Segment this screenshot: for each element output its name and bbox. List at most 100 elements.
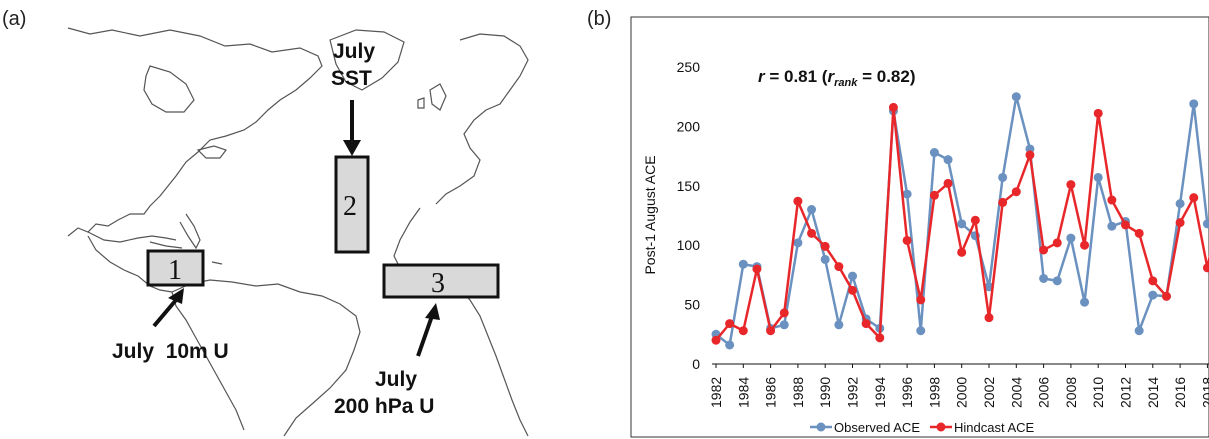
observed-ace-point: [1039, 273, 1049, 283]
y-tick-label: 0: [692, 356, 700, 372]
x-tick-label: 2014: [1145, 377, 1161, 408]
x-tick-label: 2018: [1199, 377, 1209, 408]
hindcast-ace-point: [766, 326, 776, 336]
region-box-1: [146, 249, 205, 287]
gulf-coast: [87, 231, 177, 243]
hindcast-ace-point: [1134, 228, 1144, 238]
observed-ace-point: [1011, 92, 1021, 102]
region-box-1-label: 1: [168, 255, 182, 286]
correlation-annotation: r = 0.81 (rrank = 0.82): [758, 67, 915, 89]
hindcast-ace-point: [711, 335, 721, 345]
hindcast-ace-point: [1025, 150, 1035, 160]
observed-ace-point: [779, 320, 789, 330]
x-tick-label: 1988: [790, 377, 806, 408]
correlation-r: r: [758, 67, 766, 86]
south-america-coast: [171, 279, 361, 437]
observed-ace-point: [1202, 219, 1209, 229]
europe-coast: [435, 33, 529, 205]
observed-ace-point: [1148, 290, 1158, 300]
x-tick-label: 2006: [1036, 377, 1052, 408]
hindcast-ace-point: [1161, 291, 1171, 301]
legend-observed-ace-label: Observed ACE: [834, 420, 920, 435]
hindcast-ace-point: [752, 264, 762, 274]
hindcast-ace-point: [861, 319, 871, 329]
x-tick-label: 1992: [845, 377, 861, 408]
observed-ace-point: [793, 238, 803, 248]
hindcast-ace-point: [779, 308, 789, 318]
observed-ace-point: [957, 219, 967, 229]
x-tick-label: 2016: [1172, 377, 1188, 408]
wind10-arrow-head: [168, 288, 184, 304]
hindcast-ace-point: [1093, 108, 1103, 118]
observed-ace-line: [715, 95, 1209, 347]
observed-ace-point: [1189, 99, 1199, 109]
florida-coast: [179, 213, 201, 250]
observed-ace-point: [738, 259, 748, 269]
hindcast-ace-point: [1189, 193, 1199, 203]
observed-ace-point: [1175, 199, 1185, 209]
observed-ace-point: [902, 189, 912, 199]
region-box-2: [334, 155, 370, 254]
observed-ace-point: [820, 254, 830, 264]
hindcast-ace-point: [834, 262, 844, 272]
sst-label-line1: July: [333, 40, 375, 63]
hindcast-ace-point: [1080, 240, 1090, 250]
wind200-arrow-shaft: [416, 315, 434, 357]
y-ticks: 0 50 100 150 200 250: [677, 59, 701, 372]
wind10-label: July 10m U: [112, 340, 229, 363]
hindcast-ace-point: [943, 178, 953, 188]
sst-label-line2: SST: [331, 67, 372, 90]
y-tick-label: 200: [677, 118, 701, 134]
hindcast-ace-point: [984, 313, 994, 323]
observed-ace-point: [848, 271, 857, 281]
observed-ace-point: [1052, 276, 1062, 286]
british-isles: [417, 83, 447, 111]
hindcast-ace-point: [957, 247, 967, 257]
x-tick-label: 2002: [981, 377, 997, 408]
hindcast-ace-point: [1107, 195, 1117, 205]
x-tick-label: 1982: [708, 377, 724, 408]
x-tick-label: 2010: [1090, 377, 1106, 408]
hudson-bay-coast: [143, 65, 195, 113]
observed-ace-point: [1134, 326, 1144, 336]
legend: Observed ACE Hindcast ACE: [810, 420, 1035, 435]
observed-ace-point: [834, 320, 844, 330]
hindcast-ace-point: [793, 196, 803, 206]
panel-a-label: (a): [2, 8, 27, 30]
hindcast-ace-point: [875, 333, 885, 343]
y-tick-label: 100: [677, 237, 701, 253]
arrows: [152, 100, 440, 357]
legend-hindcast-ace-marker: [936, 422, 946, 432]
y-tick-label: 50: [684, 297, 700, 313]
hindcast-ace-point: [807, 228, 817, 238]
hindcast-ace-point: [1148, 276, 1158, 286]
observed-ace-point: [725, 340, 735, 350]
hindcast-ace-point: [1202, 263, 1209, 273]
observed-ace-point: [1066, 233, 1076, 243]
observed-ace-point: [1107, 221, 1117, 231]
north-america-coast: [67, 27, 323, 237]
hindcast-ace-point: [888, 102, 898, 112]
observed-ace-point: [807, 205, 817, 215]
x-tick-label: 1986: [763, 377, 779, 408]
hindcast-ace-point: [848, 285, 857, 295]
x-tick-label: 1994: [872, 377, 888, 408]
y-tick-label: 150: [677, 178, 701, 194]
hindcast-ace-point: [970, 215, 980, 225]
great-lakes: [196, 145, 227, 159]
hindcast-ace-point: [998, 197, 1008, 207]
map-panel: 1 2 3 July SST July 10m U July 200 hPa U: [67, 27, 529, 437]
correlation-tail: = 0.82): [857, 67, 915, 86]
correlation-eq: = 0.81 (: [765, 67, 828, 86]
y-axis-title: Post-1 August ACE: [642, 155, 658, 274]
x-ticks: 1982 1984 1986 1988 1990 1992 1994 1996 1998 2000…: [708, 364, 1209, 408]
panel-b-label: (b): [587, 8, 612, 30]
observed-ace-point: [998, 172, 1008, 182]
central-america-coast: [87, 235, 173, 293]
sst-arrow-head: [343, 140, 361, 156]
wind200-label-line2: 200 hPa U: [334, 395, 434, 418]
x-tick-label: 1984: [735, 377, 751, 408]
observed-ace-point: [1093, 172, 1103, 182]
hindcast-ace-point: [1175, 218, 1185, 228]
y-tick-label: 250: [677, 59, 701, 75]
